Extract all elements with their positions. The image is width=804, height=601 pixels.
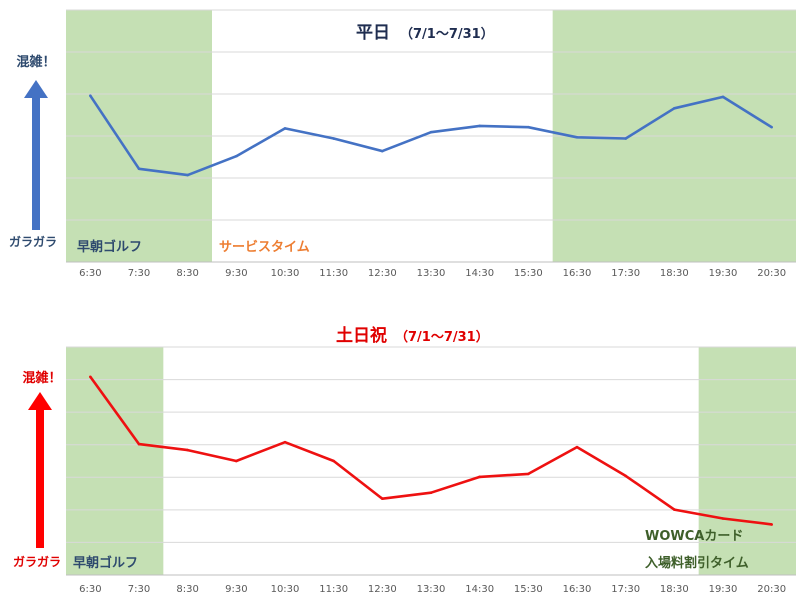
chart1-x-tick-label: 9:30 [225,268,247,279]
chart1-arrow-head-icon [24,80,48,98]
chart2-x-tick-label: 10:30 [271,584,300,595]
chart1-annotation: サービスタイム [219,239,310,255]
chart2-data-point [624,474,627,478]
chart1: 6:30 7:30 8:30 9:30 10:30 11:30 12:30 13:30 14:3… [9,9,796,279]
chart1-x-tick-label: 6:30 [79,268,101,279]
chart1-x-tick-label: 11:30 [319,268,348,279]
chart1-arrow-shaft [32,98,40,230]
chart1-x-tick-label: 20:30 [757,268,786,279]
chart2-data-point [478,475,481,479]
chart2-data-point [527,472,530,476]
chart1-data-point [624,137,627,140]
chart2-band-label: 早朝ゴルフ [73,555,138,571]
chart2-data-point [381,497,384,500]
chart1-x-tick-label: 12:30 [368,268,397,279]
chart1-y-top-label: 混雑！ [16,54,55,70]
chart2-annotation: WOWCAカード [645,529,743,544]
chart1-x-tick-label: 16:30 [563,268,592,279]
chart2-data-point [721,517,725,520]
chart1-x-tick-label: 13:30 [417,268,446,279]
chart2-x-tick-label: 17:30 [611,584,640,595]
chart2-x-tick-label: 19:30 [709,584,738,595]
chart1-title: 平日 [356,23,390,43]
chart2-x-tick-label: 13:30 [417,584,446,595]
chart1-data-point [186,173,189,177]
chart2-data-point [770,523,773,526]
chart1-data-point [527,125,530,129]
chart1-data-point [235,154,238,158]
chart1-x-tick-label: 7:30 [128,268,150,279]
chart1-y-bottom-label: ガラガラ [9,234,57,249]
chart1-x-tick-label: 14:30 [465,268,494,279]
chart2-plot-area [66,347,796,575]
chart2-highlight-band [698,347,796,575]
chart2-x-tick-label: 6:30 [79,584,101,595]
chart2-x-tick-label: 16:30 [563,584,592,595]
chart1-data-point [673,106,676,110]
chart1-data-point [332,137,335,140]
chart2-data-point [332,459,335,463]
chart2-data-point [575,445,579,449]
chart2-subtitle: （7/1〜7/31） [395,329,489,345]
chart2-x-tick-label: 9:30 [225,584,247,595]
chart1-x-tick-label: 10:30 [271,268,300,279]
chart2-x-tick-label: 12:30 [368,584,397,595]
chart2-x-tick-label: 20:30 [757,584,786,595]
chart2-x-tick-label: 15:30 [514,584,543,595]
chart1-data-point [381,149,384,153]
chart2-data-point [89,375,92,379]
chart1-x-tick-label: 8:30 [176,268,198,279]
chart2: 6:30 7:30 8:30 9:30 10:30 11:30 12:30 13:30 14:3… [13,325,796,595]
chart2-title: 土日祝 [336,325,387,346]
chart1-data-point [721,95,725,99]
chart2-arrow-head-icon [28,392,52,410]
chart1-x-tick-label: 19:30 [709,268,738,279]
chart2-data-point [235,459,238,463]
chart2-y-top-label: 混雑！ [22,370,61,386]
chart1-subtitle: （7/1〜7/31） [400,26,494,42]
chart2-data-point [429,491,433,495]
chart2-x-tick-label: 14:30 [465,584,494,595]
chart1-data-point [137,167,141,171]
chart1-data-point [89,94,92,97]
chart2-data-point [283,440,287,444]
chart1-x-tick-label: 17:30 [611,268,640,279]
chart1-band-label: 早朝ゴルフ [77,239,142,255]
chart2-x-tick-label: 7:30 [128,584,150,595]
chart2-x-tick-label: 8:30 [176,584,198,595]
chart1-x-tick-label: 18:30 [660,268,689,279]
chart2-highlight-band [66,347,164,575]
chart1-data-point [478,124,481,128]
chart2-data-point [186,448,189,452]
chart2-annotation: 入場料割引タイム [645,555,749,571]
chart2-x-tick-label: 18:30 [660,584,689,595]
chart2-y-bottom-label: ガラガラ [13,554,61,569]
chart1-data-point [429,130,433,134]
chart1-x-tick-label: 15:30 [514,268,543,279]
chart1-data-point [575,135,579,139]
chart1-data-point [770,125,773,129]
chart2-data-point [673,508,676,511]
chart2-arrow-shaft [36,410,44,548]
chart2-x-tick-label: 11:30 [319,584,348,595]
chart1-data-point [283,127,287,130]
chart2-data-point [137,442,141,446]
